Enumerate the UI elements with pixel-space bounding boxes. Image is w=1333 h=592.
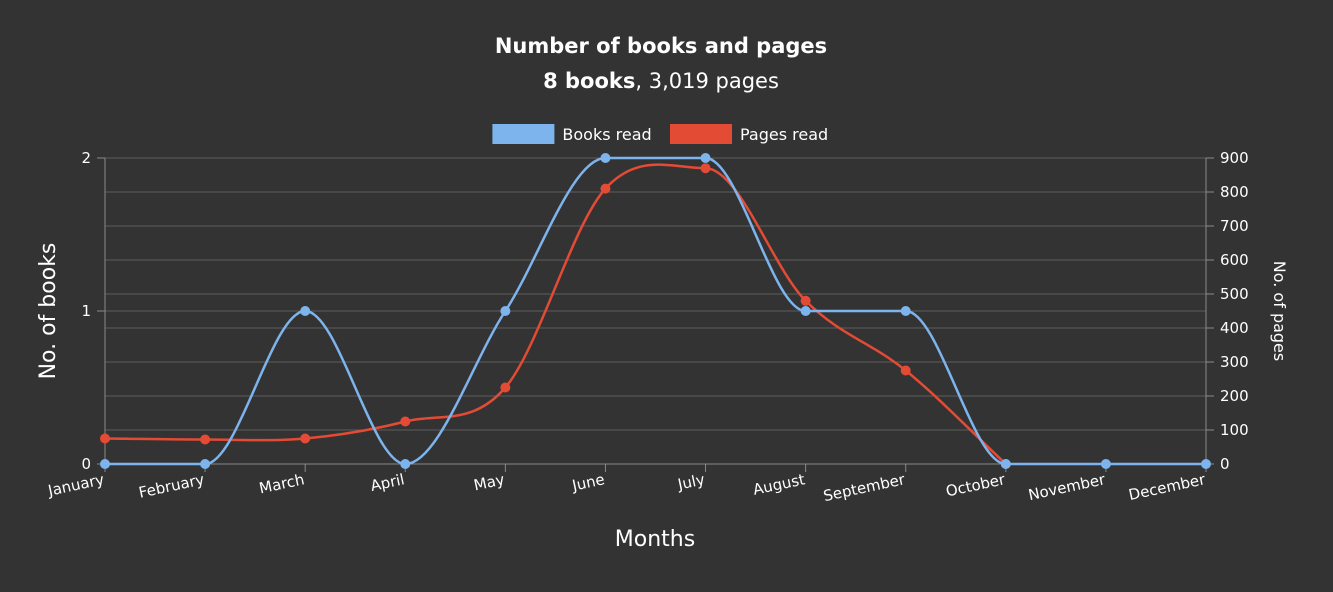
tick-label-x-november: November bbox=[1027, 470, 1108, 504]
legend-label-books-read[interactable]: Books read bbox=[562, 125, 651, 144]
y-axis-left-label: No. of books bbox=[36, 243, 61, 380]
tick-label-x-october: October bbox=[944, 470, 1007, 500]
tick-label-x-august: August bbox=[751, 470, 806, 499]
tick-label-x-july: July bbox=[675, 470, 706, 493]
tick-label-x-february: February bbox=[137, 470, 206, 501]
legend-swatch-pages-read[interactable] bbox=[670, 124, 732, 144]
point-pages-read-august[interactable] bbox=[801, 296, 811, 306]
tick-label-right-700: 700 bbox=[1220, 217, 1249, 235]
point-books-read-may[interactable] bbox=[500, 306, 510, 316]
tick-label-right-800: 800 bbox=[1220, 183, 1249, 201]
point-pages-read-september[interactable] bbox=[901, 366, 911, 376]
point-books-read-september[interactable] bbox=[901, 306, 911, 316]
legend-swatch-books-read[interactable] bbox=[492, 124, 554, 144]
tick-label-right-300: 300 bbox=[1220, 353, 1249, 371]
tick-label-right-0: 0 bbox=[1220, 455, 1230, 473]
point-books-read-july[interactable] bbox=[701, 153, 711, 163]
point-pages-read-march[interactable] bbox=[300, 434, 310, 444]
point-books-read-december[interactable] bbox=[1201, 459, 1211, 469]
tick-label-right-100: 100 bbox=[1220, 421, 1249, 439]
tick-label-left-2: 2 bbox=[81, 149, 91, 167]
point-books-read-march[interactable] bbox=[300, 306, 310, 316]
tick-label-right-200: 200 bbox=[1220, 387, 1249, 405]
chart-title: Number of books and pages bbox=[495, 34, 827, 58]
point-pages-read-may[interactable] bbox=[500, 383, 510, 393]
point-pages-read-april[interactable] bbox=[400, 417, 410, 427]
point-pages-read-july[interactable] bbox=[701, 163, 711, 173]
tick-label-left-0: 0 bbox=[81, 455, 91, 473]
tick-label-right-600: 600 bbox=[1220, 251, 1249, 269]
tick-label-right-400: 400 bbox=[1220, 319, 1249, 337]
subtitle-pages-count: , 3,019 pages bbox=[635, 69, 779, 93]
tick-label-x-june: June bbox=[570, 470, 607, 495]
tick-label-x-april: April bbox=[369, 470, 406, 495]
y-axis-right-label: No. of pages bbox=[1270, 261, 1289, 361]
right-axis-ticks: 0 100 200 300 400 500 600 700 800 900 bbox=[1206, 149, 1249, 473]
tick-label-right-500: 500 bbox=[1220, 285, 1249, 303]
tick-label-x-september: September bbox=[822, 470, 908, 505]
point-books-read-august[interactable] bbox=[801, 306, 811, 316]
point-pages-read-january[interactable] bbox=[100, 434, 110, 444]
tick-label-left-1: 1 bbox=[81, 302, 91, 320]
tick-label-x-january: January bbox=[45, 470, 105, 500]
tick-label-x-may: May bbox=[472, 470, 506, 494]
point-books-read-april[interactable] bbox=[400, 459, 410, 469]
legend-label-pages-read[interactable]: Pages read bbox=[740, 125, 828, 144]
point-books-read-january[interactable] bbox=[100, 459, 110, 469]
tick-label-right-900: 900 bbox=[1220, 149, 1249, 167]
legend: Books read Pages read bbox=[492, 124, 828, 144]
tick-label-x-march: March bbox=[258, 470, 306, 497]
x-axis-ticks: January February March April May June July Augu… bbox=[45, 470, 1207, 505]
point-books-read-june[interactable] bbox=[600, 153, 610, 163]
chart-subtitle: 8 books, 3,019 pages bbox=[543, 69, 779, 93]
point-books-read-october[interactable] bbox=[1001, 459, 1011, 469]
point-pages-read-june[interactable] bbox=[600, 184, 610, 194]
subtitle-books-count: 8 books bbox=[543, 69, 635, 93]
x-axis-label: Months bbox=[615, 527, 695, 552]
point-pages-read-february[interactable] bbox=[200, 435, 210, 445]
tick-label-x-december: December bbox=[1127, 470, 1208, 504]
point-books-read-november[interactable] bbox=[1101, 459, 1111, 469]
point-books-read-february[interactable] bbox=[200, 459, 210, 469]
left-axis-ticks: 0 1 2 bbox=[81, 149, 91, 473]
grid bbox=[97, 158, 1206, 472]
